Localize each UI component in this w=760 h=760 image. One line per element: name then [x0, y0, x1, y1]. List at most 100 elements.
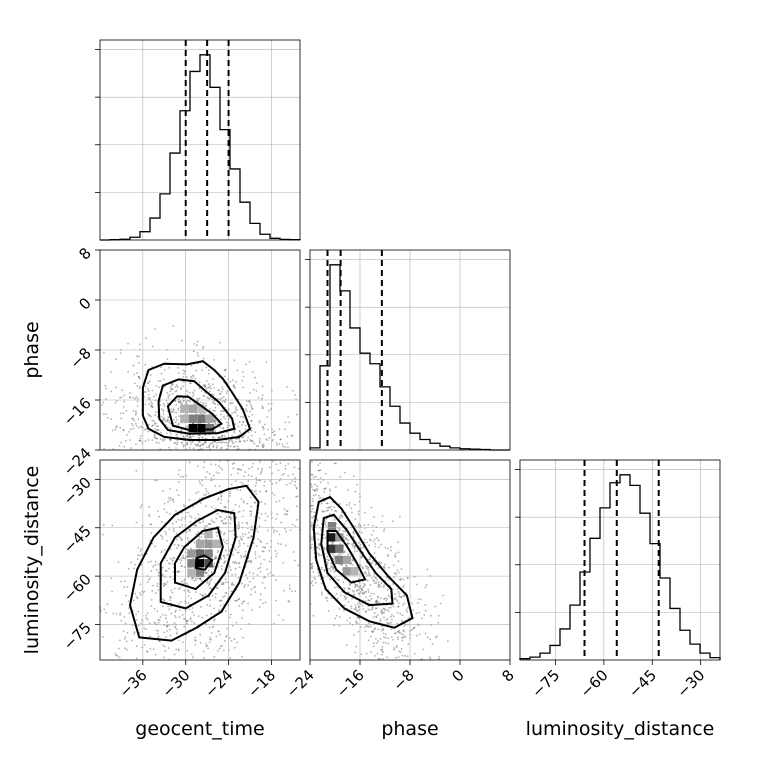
sample-point [245, 521, 248, 524]
sample-point [249, 429, 252, 432]
sample-point [238, 540, 240, 542]
sample-point [294, 484, 296, 487]
sample-point [220, 447, 222, 450]
sample-point [173, 653, 176, 656]
density-cell [335, 544, 344, 553]
sample-point [276, 530, 279, 533]
sample-point [255, 545, 258, 547]
sample-point [370, 592, 373, 595]
sample-point [191, 607, 194, 609]
sample-point [394, 632, 397, 635]
sample-point [244, 363, 247, 366]
sample-point [255, 445, 258, 447]
sample-point [181, 544, 184, 547]
sample-point [157, 635, 160, 638]
sample-point [233, 462, 236, 465]
sample-point [169, 433, 172, 435]
sample-point [225, 516, 228, 519]
sample-point [349, 584, 352, 587]
sample-point [201, 594, 204, 597]
sample-point [189, 382, 192, 385]
sample-point [203, 394, 206, 397]
sample-point [257, 445, 260, 447]
sample-point [177, 639, 180, 642]
sample-point [190, 375, 192, 378]
sample-point [358, 523, 361, 526]
sample-point [218, 609, 221, 612]
sample-point [134, 410, 137, 413]
sample-point [148, 380, 151, 382]
sample-point [204, 525, 207, 527]
sample-point [319, 481, 322, 484]
sample-point [287, 446, 289, 449]
sample-point [382, 636, 385, 638]
sample-point [412, 627, 414, 630]
sample-point [177, 494, 180, 497]
sample-point [275, 555, 277, 558]
sample-point [146, 650, 149, 653]
sample-point [372, 642, 375, 645]
sample-point [236, 472, 239, 475]
sample-point [115, 426, 118, 429]
sample-point [105, 611, 107, 614]
sample-point [264, 512, 267, 515]
sample-point [249, 593, 252, 596]
sample-point [158, 619, 161, 621]
sample-point [204, 593, 206, 596]
sample-point [250, 505, 253, 508]
sample-point [375, 600, 377, 602]
sample-point [222, 415, 225, 418]
x-tick-label-geocent_time: −18 [244, 666, 279, 701]
sample-point [171, 559, 174, 562]
sample-point [268, 560, 271, 563]
sample-point [358, 617, 360, 620]
sample-point [390, 606, 392, 609]
sample-point [194, 639, 196, 641]
sample-point [205, 645, 208, 648]
sample-point [254, 553, 257, 556]
sample-point [316, 524, 319, 527]
sample-point [189, 617, 192, 620]
sample-point [282, 497, 285, 499]
sample-point [129, 439, 131, 441]
sample-point [271, 492, 274, 494]
sample-point [229, 518, 232, 521]
sample-point [363, 583, 366, 586]
sample-point [279, 438, 282, 441]
sample-point [133, 373, 135, 376]
sample-point [177, 480, 180, 483]
sample-point [207, 383, 210, 385]
sample-point [324, 523, 327, 525]
sample-point [153, 436, 156, 439]
sample-point [195, 492, 198, 495]
sample-point [230, 590, 232, 593]
sample-point [259, 593, 262, 596]
sample-point [355, 645, 358, 648]
sample-point [339, 517, 341, 520]
sample-point [397, 605, 400, 608]
sample-point [115, 613, 118, 615]
sample-point [316, 487, 318, 490]
sample-point [191, 377, 193, 380]
sample-point [135, 470, 138, 472]
sample-point [155, 592, 157, 594]
sample-point [294, 525, 297, 527]
sample-point [206, 603, 208, 606]
sample-point [180, 519, 183, 521]
sample-point [177, 588, 180, 590]
sample-point [149, 523, 152, 526]
sample-point [240, 556, 243, 559]
sample-point [226, 426, 229, 429]
sample-point [247, 431, 250, 434]
sample-point [268, 437, 271, 439]
sample-point [211, 626, 214, 628]
sample-point [223, 434, 226, 437]
sample-point [419, 598, 422, 601]
sample-point [226, 444, 229, 447]
sample-point [189, 514, 191, 517]
sample-point [323, 569, 326, 571]
sample-point [311, 567, 314, 570]
sample-point [234, 387, 236, 389]
xlabel-phase: phase [381, 718, 438, 740]
sample-point [178, 570, 181, 573]
